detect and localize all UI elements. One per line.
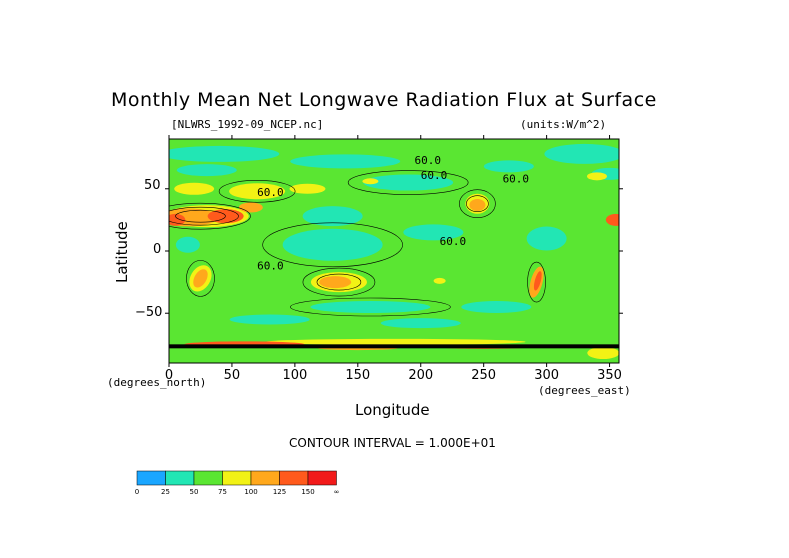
cyan-canada [483,160,534,173]
cyan-warmpool [282,228,383,261]
field-layer: 60.0 60.0 60.0 60.0 60.0 60.0 [169,143,619,360]
x-tick-label-0: 0 [165,368,173,383]
contour-line-5 [302,267,376,297]
yellow-mongolia [289,183,326,194]
colorbar-swatch-1 [165,470,195,486]
cyan-arctic-3 [544,143,619,164]
contour-line-12 [290,297,451,317]
colorbar-level-4: 100 [244,488,257,496]
colorbar-level-7: ∞ [334,488,340,496]
contour-line-8 [527,261,546,303]
yellow-central-asia [229,183,286,200]
orange-s-africa [193,269,208,288]
cyan-arctic-1 [169,145,280,162]
contour-interval-label: CONTOUR INTERVAL = 1.000E+01 [289,436,496,450]
contour-line-10 [262,222,403,268]
yellow-s-pacific [433,277,446,284]
x-tick-label-100: 100 [282,368,307,383]
contour-line-6 [316,273,362,291]
cyan-c-pacific [403,224,464,241]
cyan-arctic-2 [290,154,401,169]
contour-line-7 [186,260,215,297]
colorbar-level-1: 25 [161,488,170,496]
red-sahara-w [169,213,186,226]
colorbar-level-5: 125 [273,488,286,496]
y-tick-minus50: −50 [135,305,163,320]
contour-line-4 [466,195,489,213]
cyan-n-pacific [363,174,454,191]
cyan-congo [175,236,200,253]
x-unit-label: (degrees_east) [538,384,631,397]
chart-title: Monthly Mean Net Longwave Radiation Flux… [111,89,657,111]
yellow-antarctic-e [587,347,619,360]
orange-w-us [469,198,486,211]
yellow-kamchatka [362,178,379,185]
contour-line-9 [218,179,296,203]
contour-line-3 [459,189,496,219]
colorbar-swatch-0 [136,470,166,486]
contour-label-5: 60.0 [257,260,284,273]
contour-label-2: 60.0 [503,173,529,186]
cyan-scand [176,164,237,177]
colorbar-level-2: 50 [190,488,199,496]
x-tick-label-200: 200 [408,368,433,383]
x-tick-label-150: 150 [345,368,370,383]
yellow-greenland [586,172,607,181]
source-file-label: [NLWRS_1992-09_NCEP.nc] [171,118,324,131]
x-tick-label-250: 250 [471,368,496,383]
x-tick-label-350: 350 [597,368,622,383]
contour-line-1 [169,206,239,226]
contour-line-11 [347,170,469,195]
x-axis-title: Longitude [355,401,430,419]
contour-label-0: 60.0 [414,154,441,167]
y-axis-title: Latitude [113,221,131,283]
colorbar-level-3: 75 [218,488,227,496]
colorbar-level-0: 0 [135,488,139,496]
x-tick-label-300: 300 [534,368,559,383]
colorbar-swatch-2 [193,470,223,486]
cyan-so-2 [461,301,532,313]
cyan-so-4 [380,318,461,329]
units-label: (units:W/m^2) [520,118,607,131]
colorbar-swatch-6 [307,470,337,486]
field-background [169,139,619,363]
orange-iran [238,202,263,213]
contour-label-4: 60.0 [257,186,284,199]
y-unit-label: (degrees_north) [107,376,207,389]
cyan-so-1 [310,301,431,313]
contour-label-1: 60.0 [421,169,448,182]
yellow-antarctic [265,338,526,345]
red-andes [533,271,542,291]
colorbar-level-6: 150 [301,488,314,496]
y-tick-50: 50 [144,178,161,193]
cyan-pacific-w [302,206,363,227]
orange-australia [319,276,352,289]
yellow-europe [174,182,215,195]
y-tick-0: 0 [153,242,162,257]
contour-line-2 [175,209,226,223]
cyan-so-3 [229,314,310,325]
cyan-amazon [526,226,567,251]
contour-line-0 [169,202,251,230]
x-tick-label-50: 50 [224,368,241,383]
red-sahara-e [605,213,619,226]
antarctic-contour-band [169,344,619,349]
colorbar-swatch-4 [250,470,280,486]
contour-label-3: 60.0 [440,235,467,248]
colorbar-swatch-5 [279,470,309,486]
colorbar-swatch-3 [222,470,252,486]
